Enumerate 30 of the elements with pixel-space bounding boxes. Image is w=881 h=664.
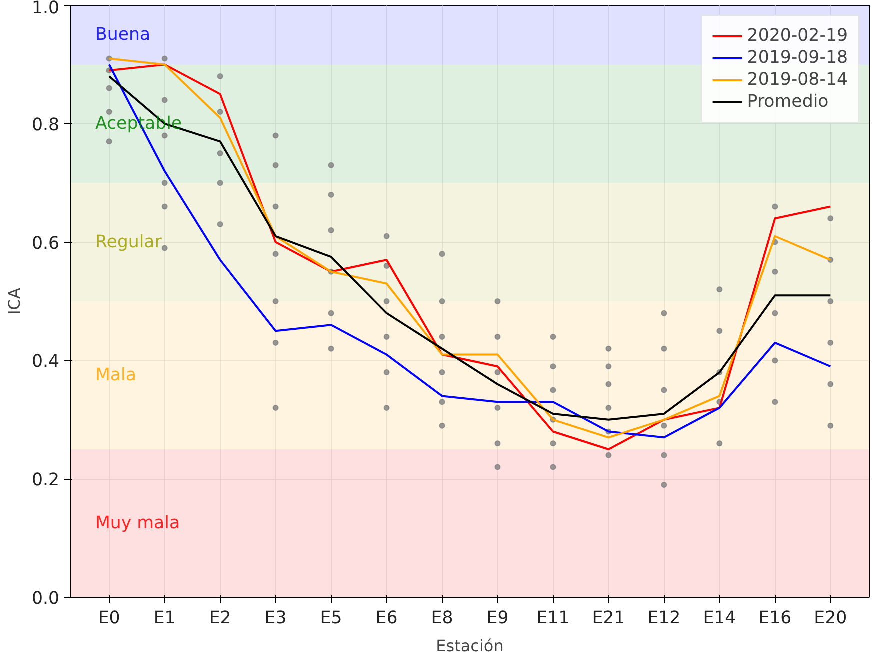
band-label: Muy mala [95,514,180,534]
x-tick-label: E3 [264,608,287,628]
y-tick-label: 0.2 [32,470,60,491]
band-label: Buena [95,25,151,46]
x-tick-label: E8 [431,608,454,628]
y-tick-label: 0.6 [32,234,60,254]
band-label: Mala [95,366,136,386]
x-tick-label: E14 [703,608,736,628]
x-tick-label: E21 [592,608,626,628]
y-axis-title: ICA [4,288,24,315]
x-tick-label: E11 [536,608,570,628]
x-tick-label: E20 [814,608,848,628]
x-tick-label: E12 [648,608,681,628]
x-axis-title: Estación [436,636,504,656]
x-tick-label: E9 [486,608,509,628]
y-tick-label: 0.8 [32,115,60,136]
band-label: Regular [95,232,163,252]
y-tick-label: 0.0 [32,589,60,609]
legend-label: 2020-02-19 [747,26,848,46]
y-tick-label: 0.4 [32,352,60,372]
x-tick-label: E2 [209,608,232,628]
x-tick-label: E0 [98,608,120,628]
legend-label: 2019-09-18 [747,48,848,68]
x-tick-label: E5 [320,608,342,628]
x-tick-label: E6 [376,608,398,628]
x-tick-label: E16 [758,608,792,628]
legend-label: 2019-08-14 [747,70,848,90]
x-tick-label: E1 [154,608,176,628]
y-tick-label: 1.0 [32,0,60,18]
legend-label: Promedio [747,92,829,112]
